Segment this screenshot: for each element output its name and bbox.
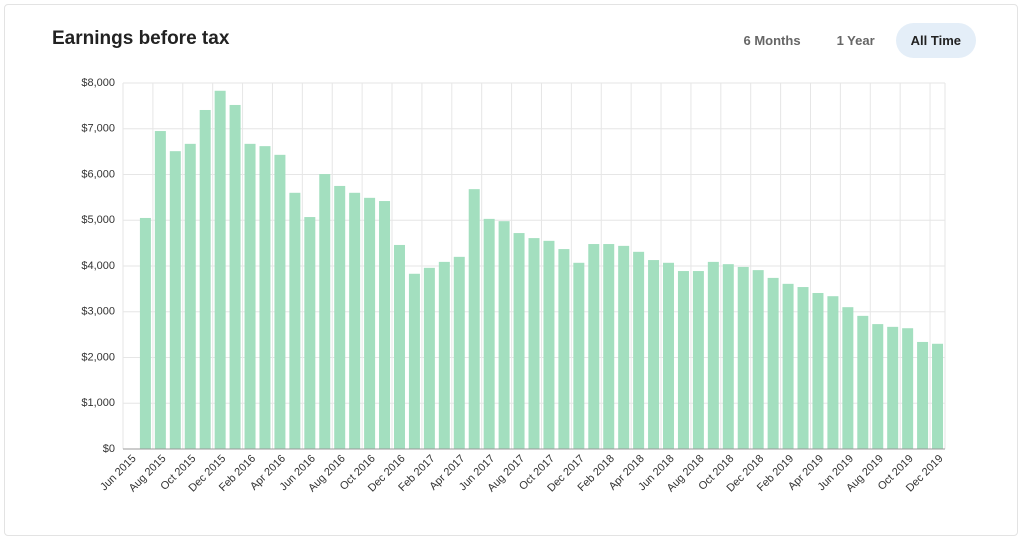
bar — [154, 131, 166, 449]
bar — [259, 146, 271, 449]
bar — [677, 271, 689, 449]
bar — [379, 201, 391, 449]
y-tick-label: $8,000 — [81, 77, 115, 89]
range-button[interactable]: 6 Months — [743, 33, 801, 48]
y-tick-label: $0 — [103, 443, 115, 455]
bar — [319, 174, 331, 450]
card — [4, 4, 1018, 536]
bar — [782, 283, 794, 449]
bar — [573, 262, 585, 449]
bar — [289, 192, 301, 450]
y-tick-label: $6,000 — [81, 168, 115, 180]
y-tick-label: $2,000 — [81, 351, 115, 363]
bar — [588, 244, 600, 449]
bar — [199, 109, 211, 450]
bar — [334, 185, 346, 449]
bar — [872, 324, 884, 449]
bar — [797, 287, 809, 449]
bar — [304, 217, 316, 449]
bar — [139, 217, 151, 449]
bar — [812, 292, 824, 449]
bar — [842, 307, 854, 449]
bar — [917, 341, 929, 449]
bar — [393, 244, 405, 449]
bar — [274, 154, 286, 449]
bar — [707, 261, 719, 449]
range-button[interactable]: All Time — [895, 23, 976, 58]
y-tick-label: $5,000 — [81, 214, 115, 226]
bar — [423, 267, 435, 449]
y-tick-label: $3,000 — [81, 306, 115, 318]
bar — [468, 189, 480, 449]
bar — [618, 245, 630, 449]
bar — [438, 261, 450, 449]
chart-title: Earnings before tax — [52, 28, 230, 49]
bar — [752, 270, 764, 449]
bar — [737, 266, 749, 449]
y-tick-label: $4,000 — [81, 260, 115, 272]
bar — [244, 143, 256, 449]
bar — [692, 271, 704, 449]
bar — [408, 273, 420, 449]
bar — [214, 90, 226, 449]
bar — [767, 277, 779, 449]
bar — [648, 260, 660, 449]
bar — [364, 197, 376, 449]
bar — [827, 296, 839, 449]
bar — [349, 192, 361, 450]
bar — [663, 262, 675, 449]
bar — [633, 251, 645, 449]
bar — [453, 256, 465, 449]
bar — [229, 104, 241, 450]
bar — [558, 249, 570, 449]
bar — [483, 218, 495, 449]
bar — [543, 240, 555, 449]
bar — [513, 233, 525, 449]
bar — [857, 315, 869, 449]
range-buttons: 6 Months 1 Year All Time — [729, 23, 976, 58]
bar — [932, 343, 944, 449]
bar — [902, 328, 914, 449]
y-tick-label: $7,000 — [81, 123, 115, 135]
bar — [887, 326, 899, 449]
bar — [169, 151, 181, 450]
bar — [184, 143, 196, 449]
y-tick-label: $1,000 — [81, 397, 115, 409]
bar — [603, 244, 615, 449]
bar — [498, 221, 510, 449]
range-button[interactable]: 1 Year — [836, 33, 875, 48]
bar — [722, 264, 734, 449]
bar — [528, 238, 540, 449]
